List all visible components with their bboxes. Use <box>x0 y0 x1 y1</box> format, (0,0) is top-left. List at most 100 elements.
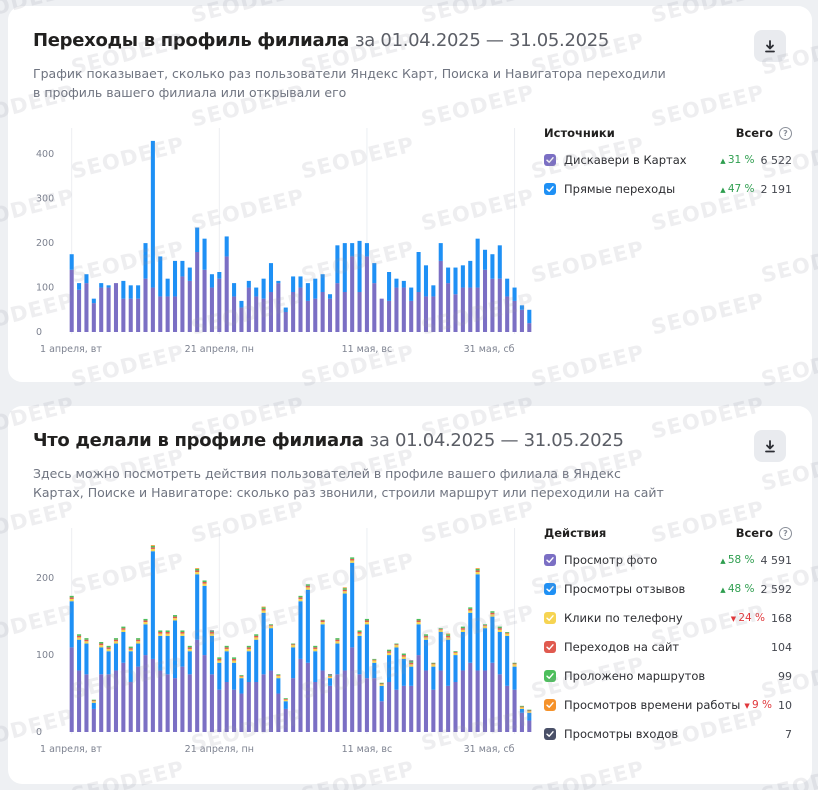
bar-segment[interactable] <box>99 642 104 644</box>
bar-segment[interactable] <box>69 269 74 332</box>
bar-segment[interactable] <box>327 678 333 686</box>
bar-segment[interactable] <box>106 648 111 652</box>
bar-segment[interactable] <box>416 620 421 622</box>
bar-segment[interactable] <box>84 274 89 284</box>
bar-segment[interactable] <box>431 666 436 690</box>
bar-segment[interactable] <box>254 635 259 638</box>
series-checkbox[interactable] <box>544 699 556 711</box>
bar-segment[interactable] <box>99 645 104 648</box>
bar-segment[interactable] <box>497 628 502 630</box>
bar-segment[interactable] <box>327 676 333 679</box>
bar-segment[interactable] <box>431 663 436 665</box>
bar-segment[interactable] <box>268 292 274 332</box>
bar-segment[interactable] <box>387 655 392 682</box>
bar-segment[interactable] <box>305 585 310 588</box>
bar-segment[interactable] <box>254 637 259 640</box>
series-checkbox[interactable] <box>544 612 556 624</box>
bar-segment[interactable] <box>505 632 510 634</box>
bar-segment[interactable] <box>121 280 126 299</box>
bar-segment[interactable] <box>305 589 310 663</box>
bar-segment[interactable] <box>291 645 296 648</box>
bar-segment[interactable] <box>77 283 82 290</box>
bar-segment[interactable] <box>298 601 303 659</box>
legend-item[interactable]: Проложено маршрутов 99 <box>544 667 792 685</box>
bar-segment[interactable] <box>305 587 310 590</box>
bar-segment[interactable] <box>69 254 74 270</box>
bar-segment[interactable] <box>320 622 325 625</box>
bar-segment[interactable] <box>172 620 178 679</box>
bar-segment[interactable] <box>446 637 451 640</box>
bar-segment[interactable] <box>209 287 214 332</box>
bar-segment[interactable] <box>202 655 207 732</box>
bar-segment[interactable] <box>217 662 222 690</box>
bar-segment[interactable] <box>335 639 340 642</box>
bar-segment[interactable] <box>254 296 259 332</box>
bar-segment[interactable] <box>490 612 495 615</box>
bar-segment[interactable] <box>482 670 488 732</box>
bar-segment[interactable] <box>150 287 155 332</box>
bar-segment[interactable] <box>224 647 229 649</box>
bar-segment[interactable] <box>217 689 222 732</box>
legend-item[interactable]: Просмотры входов 7 <box>544 725 792 743</box>
bar-segment[interactable] <box>453 651 458 652</box>
bar-segment[interactable] <box>438 629 443 632</box>
bar-segment[interactable] <box>195 568 200 571</box>
bar-segment[interactable] <box>342 670 347 732</box>
bar-segment[interactable] <box>209 632 214 634</box>
bar-segment[interactable] <box>217 658 222 661</box>
bar-segment[interactable] <box>261 298 266 332</box>
bar-segment[interactable] <box>268 628 274 671</box>
bar-segment[interactable] <box>372 658 377 660</box>
bar-segment[interactable] <box>113 641 119 644</box>
bar-segment[interactable] <box>364 256 369 332</box>
bar-segment[interactable] <box>77 639 82 671</box>
bar-segment[interactable] <box>128 651 133 682</box>
bar-segment[interactable] <box>106 287 111 332</box>
bar-segment[interactable] <box>505 635 510 686</box>
bar-segment[interactable] <box>77 670 82 732</box>
bar-segment[interactable] <box>468 612 473 663</box>
bar-segment[interactable] <box>239 693 244 732</box>
bar-segment[interactable] <box>379 685 384 702</box>
bar-segment[interactable] <box>460 629 465 632</box>
bar-segment[interactable] <box>490 616 495 663</box>
bar-segment[interactable] <box>482 628 488 671</box>
bar-segment[interactable] <box>180 260 185 277</box>
bar-segment[interactable] <box>357 674 362 732</box>
bar-segment[interactable] <box>505 296 510 332</box>
bar-segment[interactable] <box>453 652 458 653</box>
bar-segment[interactable] <box>416 618 421 621</box>
bar-segment[interactable] <box>165 630 170 632</box>
bar-segment[interactable] <box>446 634 451 636</box>
bar-segment[interactable] <box>209 633 214 636</box>
bar-segment[interactable] <box>409 685 414 732</box>
bar-segment[interactable] <box>416 624 421 656</box>
bar-segment[interactable] <box>387 272 392 301</box>
bar-segment[interactable] <box>409 662 414 665</box>
bar-segment[interactable] <box>364 622 369 625</box>
bar-segment[interactable] <box>512 689 517 732</box>
bar-segment[interactable] <box>475 570 480 572</box>
bar-segment[interactable] <box>172 296 178 332</box>
legend-item[interactable]: Клики по телефону ▼ 24 % 168 <box>544 609 792 627</box>
bar-segment[interactable] <box>327 298 333 332</box>
bar-segment[interactable] <box>475 568 480 569</box>
bar-segment[interactable] <box>431 664 436 667</box>
bar-segment[interactable] <box>519 305 524 310</box>
bar-segment[interactable] <box>99 287 104 332</box>
bar-segment[interactable] <box>195 570 200 572</box>
bar-segment[interactable] <box>527 709 532 711</box>
bar-segment[interactable] <box>291 276 296 292</box>
bar-segment[interactable] <box>202 269 207 332</box>
bar-segment[interactable] <box>409 300 414 332</box>
bar-segment[interactable] <box>460 265 465 288</box>
bar-segment[interactable] <box>268 625 274 626</box>
bar-segment[interactable] <box>261 608 266 611</box>
bar-segment[interactable] <box>239 300 244 308</box>
bar-segment[interactable] <box>446 685 451 732</box>
bar-segment[interactable] <box>180 635 185 667</box>
bar-segment[interactable] <box>453 652 458 656</box>
bar-segment[interactable] <box>460 632 465 671</box>
bar-segment[interactable] <box>482 269 488 332</box>
bar-segment[interactable] <box>438 243 443 261</box>
